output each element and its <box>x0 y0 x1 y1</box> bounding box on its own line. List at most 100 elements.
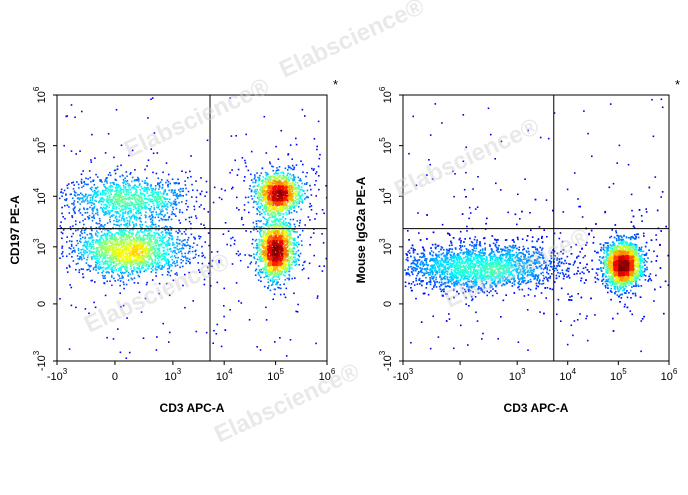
event-dot-4496 <box>277 233 280 235</box>
event-dot-4618 <box>282 183 284 186</box>
event-dot-1291 <box>173 243 175 246</box>
event-dot-3269 <box>99 246 101 248</box>
event-dot-3019 <box>271 214 273 216</box>
event-dot-2565 <box>154 258 157 261</box>
event-dot-2964 <box>116 198 118 201</box>
event-dot-3686 <box>264 181 267 183</box>
event-dot-1256 <box>167 200 170 203</box>
event-dot-2903 <box>138 199 140 202</box>
event-dot-1433 <box>97 265 100 267</box>
event-dot-2260 <box>122 208 125 211</box>
event-dot-591 <box>72 209 75 212</box>
event-dot-2207 <box>271 215 274 218</box>
event-dot-803 <box>179 239 181 241</box>
event-dot-2287 <box>109 204 111 206</box>
event-dot-2519 <box>273 219 275 221</box>
event-dot-3192 <box>141 262 144 265</box>
event-dot-1209 <box>150 205 153 208</box>
event-dot-3080 <box>119 236 121 239</box>
event-dot-4851 <box>284 240 286 242</box>
event-dot-543 <box>277 286 279 289</box>
event-dot-2954 <box>263 207 265 210</box>
event-dot-4120 <box>130 258 132 261</box>
event-dot-1303 <box>155 265 157 268</box>
event-dot-1912 <box>157 191 159 193</box>
event-dot-3704 <box>122 243 125 246</box>
event-dot-2612 <box>156 198 159 201</box>
event-dot-1313 <box>144 214 146 216</box>
event-dot-2737 <box>135 201 138 203</box>
event-dot-2543 <box>92 253 95 256</box>
event-dot-3372 <box>259 194 262 197</box>
event-dot-1276 <box>82 199 84 201</box>
event-dot-1679 <box>86 245 88 247</box>
event-dot-511 <box>193 242 195 244</box>
event-dot-3797 <box>129 244 132 246</box>
event-dot-309 <box>190 175 192 178</box>
event-dot-2529 <box>125 191 127 193</box>
event-dot-532 <box>77 229 79 231</box>
event-dot-903 <box>81 201 83 203</box>
event-dot-3265 <box>134 262 136 265</box>
event-dot-1148 <box>111 181 114 184</box>
event-dot-1775 <box>267 278 269 281</box>
event-dot-4415 <box>134 250 136 252</box>
event-dot-2130 <box>137 267 139 270</box>
event-dot-3092 <box>101 252 103 255</box>
event-dot-1341 <box>135 224 138 227</box>
event-dot-1484 <box>165 231 168 233</box>
event-dot-1140 <box>290 211 293 214</box>
event-dot-1800 <box>122 229 125 231</box>
event-dot-1737 <box>112 265 115 267</box>
event-dot-3369 <box>258 192 260 194</box>
event-dot-2895 <box>138 198 141 201</box>
event-dot-1933 <box>159 235 161 237</box>
event-dot-2185 <box>156 200 158 202</box>
event-dot-1083 <box>151 222 154 225</box>
event-dot-2478 <box>118 207 120 210</box>
event-dot-1756 <box>88 243 91 246</box>
event-dot-1127 <box>158 186 161 189</box>
event-dot-2400 <box>150 234 152 237</box>
event-dot-1457 <box>126 223 128 226</box>
event-dot-1687 <box>85 246 87 248</box>
event-dot-2386 <box>289 208 292 211</box>
event-dot-645 <box>73 203 75 206</box>
event-dot-2385 <box>288 179 290 182</box>
event-dot-1056 <box>83 200 85 203</box>
event-dot-731 <box>256 208 259 211</box>
event-dot-619 <box>298 263 300 266</box>
event-dot-791 <box>298 259 300 261</box>
event-dot-1217 <box>95 200 97 203</box>
event-dot-3506 <box>289 257 291 260</box>
event-dot-468 <box>293 166 295 169</box>
event-dot-2679 <box>120 192 123 194</box>
event-dot-1539 <box>94 199 96 202</box>
event-dot-1549 <box>135 215 137 218</box>
event-dot-1750 <box>162 196 165 199</box>
event-dot-1473 <box>262 223 265 225</box>
event-dot-2409 <box>142 200 145 203</box>
event-dot-2425 <box>138 205 140 207</box>
event-dot-1253 <box>170 203 173 206</box>
event-dot-4635 <box>275 265 278 268</box>
event-dot-1352 <box>87 194 90 197</box>
event-dot-4244 <box>284 263 286 266</box>
event-dot-3 <box>126 317 128 319</box>
event-dot-615 <box>293 223 296 226</box>
event-dot-1892 <box>102 266 105 269</box>
event-dot-2447 <box>140 205 142 208</box>
event-dot-1849 <box>111 233 113 236</box>
event-dot-3930 <box>114 250 116 253</box>
event-dot-1246 <box>117 184 120 186</box>
event-dot-279 <box>195 196 198 199</box>
event-dot-818 <box>292 174 295 176</box>
event-dot-252 <box>120 164 122 167</box>
event-dot-1612 <box>120 229 123 231</box>
event-dot-2216 <box>147 198 150 201</box>
event-dot-1400 <box>164 190 166 193</box>
event-dot-2434 <box>127 193 130 196</box>
event-dot-2763 <box>278 214 280 217</box>
event-dot-3268 <box>132 263 135 266</box>
event-dot-1328 <box>124 180 127 182</box>
